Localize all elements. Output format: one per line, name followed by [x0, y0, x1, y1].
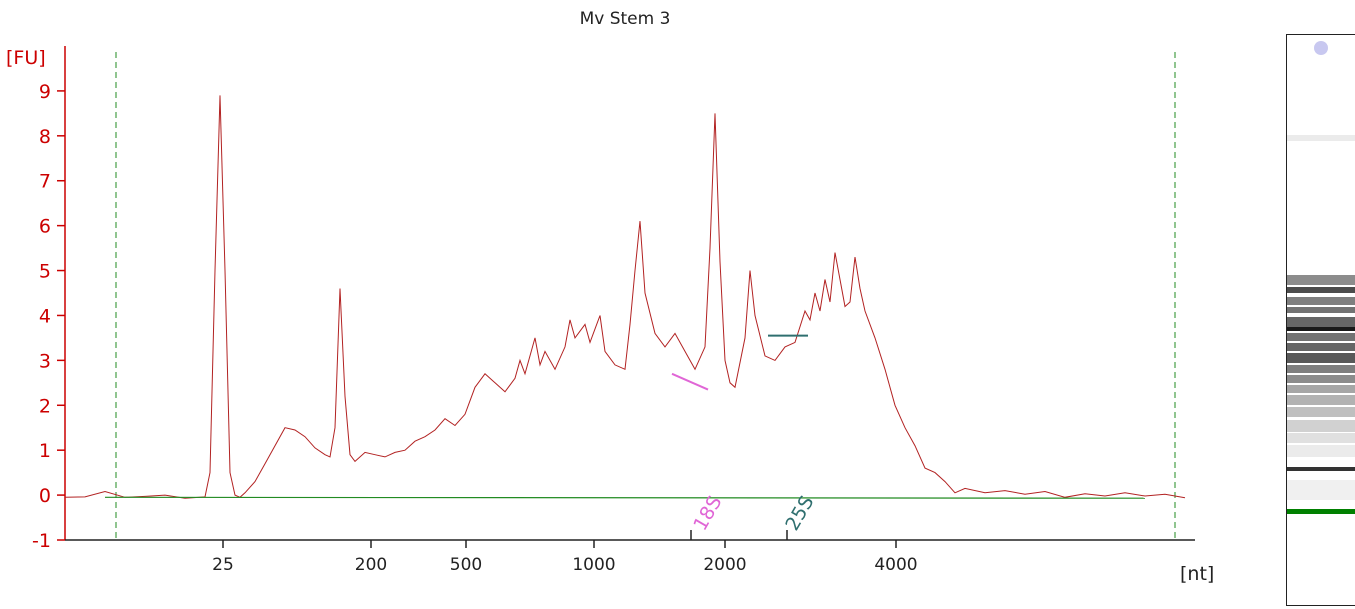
x-tick-label: 25: [212, 555, 234, 575]
gel-band: [1287, 420, 1355, 432]
gel-band: [1287, 327, 1355, 331]
gel-band: [1287, 307, 1355, 313]
gel-band: [1287, 480, 1355, 500]
x-tick-label: 4000: [874, 555, 917, 575]
gel-band: [1287, 353, 1355, 363]
gel-band: [1287, 375, 1355, 383]
y-tick-label: 7: [39, 171, 51, 193]
gel-band: [1287, 275, 1355, 285]
gel-band: [1287, 333, 1355, 341]
gel-marker-band: [1287, 509, 1355, 514]
gel-well-dot: [1314, 41, 1328, 55]
x-tick-label: 200: [355, 555, 387, 575]
y-axis-unit-label: [FU]: [6, 47, 46, 69]
gel-band: [1287, 445, 1355, 457]
axes: -1 0 1 2 3 4 5 6 7 8 9 25 200 500 1000 2000 4000: [32, 46, 1195, 575]
gel-bands: [1287, 41, 1355, 514]
trace-line: [64, 95, 1186, 499]
x-tick-label: 500: [450, 555, 482, 575]
marker-layer: 18S 25S: [671, 334, 818, 535]
gel-band: [1287, 317, 1355, 327]
x-tick-label: 2000: [703, 555, 746, 575]
baseline-line: [104, 496, 1146, 499]
x-tick-label: 1000: [572, 555, 615, 575]
y-tick-label: -1: [32, 530, 51, 552]
gel-band: [1287, 297, 1355, 305]
gel-band: [1287, 385, 1355, 393]
gel-band: [1287, 433, 1355, 443]
gel-band: [1287, 135, 1355, 141]
gel-band: [1287, 287, 1355, 293]
marker-18s-line: [671, 372, 709, 391]
y-tick-label: 2: [39, 395, 51, 417]
y-tick-label: 0: [39, 485, 51, 507]
y-tick-label: 6: [39, 216, 51, 238]
gel-band: [1287, 395, 1355, 405]
gel-band: [1287, 365, 1355, 373]
electropherogram-chart: Mv Stem 3 [FU] [nt] -1 0 1 2 3 4 5 6 7 8 9 25 200 500…: [6, 9, 1214, 585]
gel-band: [1287, 343, 1355, 351]
y-tick-label: 8: [39, 126, 51, 148]
x-axis-unit-label: [nt]: [1180, 563, 1214, 585]
gel-band: [1287, 407, 1355, 417]
gel-lane-image: [1286, 34, 1355, 606]
y-tick-label: 9: [39, 81, 51, 103]
y-tick-label: 1: [39, 440, 51, 462]
y-tick-label: 5: [39, 261, 51, 283]
marker-18s-label: 18S: [689, 492, 726, 534]
chart-title: Mv Stem 3: [580, 9, 671, 29]
series-layer: [64, 95, 1186, 499]
y-tick-label: 3: [39, 350, 51, 372]
plot-area: [115, 52, 1176, 540]
gel-band: [1287, 467, 1355, 471]
y-tick-label: 4: [39, 305, 51, 327]
